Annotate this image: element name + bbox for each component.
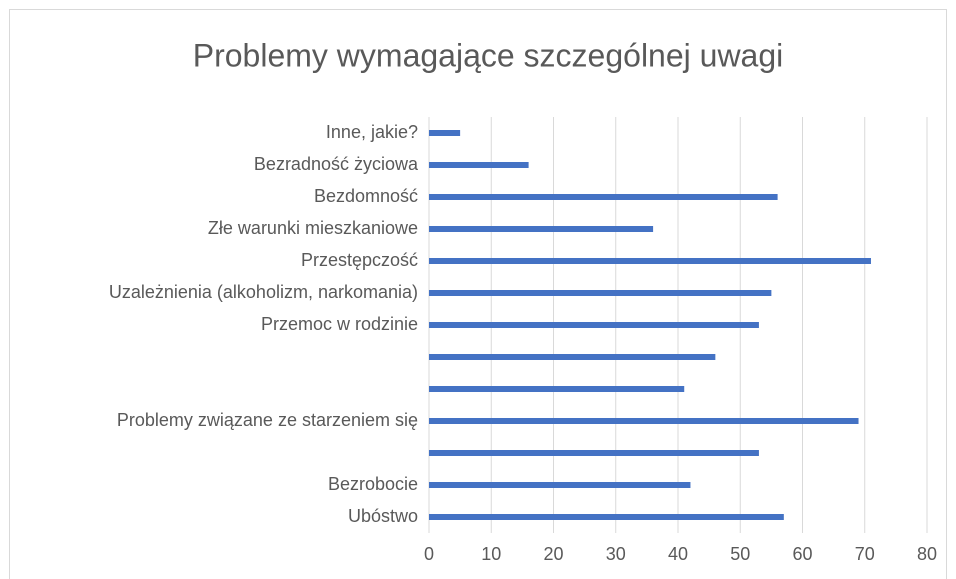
bar bbox=[429, 482, 691, 488]
x-tick-label: 40 bbox=[668, 544, 688, 564]
y-tick-label: Uzależnienia (alkoholizm, narkomania) bbox=[109, 282, 418, 302]
x-tick-label: 50 bbox=[730, 544, 750, 564]
y-tick-label: Bezrobocie bbox=[328, 474, 418, 494]
x-tick-label: 60 bbox=[792, 544, 812, 564]
bar bbox=[429, 194, 778, 200]
bar bbox=[429, 290, 772, 296]
bar bbox=[429, 258, 871, 264]
x-tick-label: 0 bbox=[424, 544, 434, 564]
bar bbox=[429, 322, 759, 328]
y-tick-label: Bezdomność bbox=[314, 186, 418, 206]
bar bbox=[429, 450, 759, 456]
y-tick-label: Przemoc w rodzinie bbox=[261, 314, 418, 334]
x-tick-label: 10 bbox=[481, 544, 501, 564]
chart-title: Problemy wymagające szczególnej uwagi bbox=[193, 37, 784, 73]
y-tick-label: Inne, jakie? bbox=[326, 122, 418, 142]
x-tick-label: 70 bbox=[855, 544, 875, 564]
y-tick-label: Ubóstwo bbox=[348, 506, 418, 526]
bar bbox=[429, 226, 654, 232]
x-tick-label: 30 bbox=[606, 544, 626, 564]
x-tick-label: 80 bbox=[917, 544, 937, 564]
y-tick-label: Złe warunki mieszkaniowe bbox=[208, 218, 418, 238]
bar bbox=[429, 130, 461, 136]
bar bbox=[429, 386, 685, 392]
y-tick-label: Problemy związane ze starzeniem się bbox=[117, 410, 418, 430]
y-tick-label: Przestępczość bbox=[301, 250, 418, 270]
x-tick-label: 20 bbox=[543, 544, 563, 564]
bar bbox=[429, 354, 716, 360]
bar bbox=[429, 514, 784, 520]
bar bbox=[429, 418, 859, 424]
y-tick-label: Bezradność życiowa bbox=[254, 154, 419, 174]
bar bbox=[429, 162, 529, 168]
